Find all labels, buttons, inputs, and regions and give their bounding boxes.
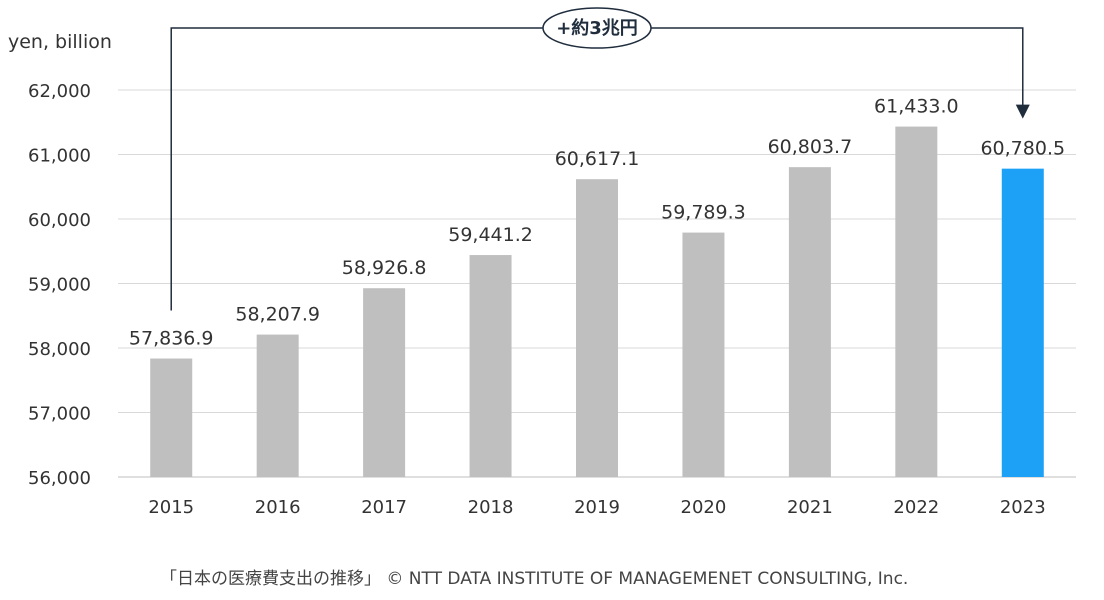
x-tick-label: 2016 — [255, 497, 301, 518]
data-labels: 57,836.9 58,207.9 58,926.8 59,441.2 60,617.1… — [129, 96, 1065, 350]
x-tick-label: 2017 — [361, 497, 407, 518]
bar-2015 — [150, 358, 193, 477]
data-label: 60,803.7 — [768, 136, 853, 158]
bar-2020 — [682, 232, 725, 477]
x-tick-label: 2023 — [1000, 497, 1046, 518]
bar-2021 — [788, 167, 831, 477]
data-label: 57,836.9 — [129, 328, 214, 350]
x-tick-label: 2019 — [574, 497, 620, 518]
data-label: 58,207.9 — [235, 304, 320, 326]
data-label: 60,780.5 — [980, 138, 1065, 160]
y-tick-label: 58,000 — [28, 339, 91, 360]
source-footer: 「日本の医療費支出の推移」 © NTT DATA INSTITUTE OF MA… — [160, 569, 909, 589]
y-tick-label: 59,000 — [28, 275, 91, 296]
x-axis-ticks: 2015 2016 2017 2018 2019 2020 2021 2022 2023 — [148, 497, 1045, 518]
data-label: 59,441.2 — [448, 224, 533, 246]
bar-chart: yen, billion 56,000 57,000 58,000 59,000 60,… — [8, 7, 1076, 518]
x-tick-label: 2015 — [148, 497, 194, 518]
bar-2017 — [363, 288, 406, 477]
bars — [150, 126, 1044, 477]
x-tick-label: 2020 — [681, 497, 727, 518]
y-tick-label: 56,000 — [28, 468, 91, 489]
x-tick-label: 2022 — [893, 497, 939, 518]
bar-2016 — [256, 334, 299, 477]
data-label: 61,433.0 — [874, 96, 959, 118]
y-tick-label: 61,000 — [28, 146, 91, 167]
y-tick-label: 60,000 — [28, 210, 91, 231]
data-label: 60,617.1 — [555, 148, 640, 170]
y-axis-ticks: 56,000 57,000 58,000 59,000 60,000 61,000 62,0… — [28, 81, 91, 489]
bar-2019 — [576, 179, 618, 477]
data-label: 59,789.3 — [661, 202, 746, 224]
y-axis-label: yen, billion — [8, 31, 112, 53]
y-tick-label: 57,000 — [28, 404, 91, 425]
annotation-arrowhead — [1015, 104, 1030, 119]
x-tick-label: 2018 — [468, 497, 514, 518]
bar-2022 — [895, 126, 938, 477]
annotation-text: +約3兆円 — [556, 17, 638, 39]
data-label: 58,926.8 — [342, 257, 427, 279]
growth-annotation: +約3兆円 — [170, 7, 1030, 311]
x-tick-label: 2021 — [787, 497, 833, 518]
y-tick-label: 62,000 — [28, 81, 91, 102]
annotation-badge — [542, 7, 652, 49]
bar-2018 — [469, 255, 512, 477]
bar-2023 — [1001, 168, 1044, 477]
